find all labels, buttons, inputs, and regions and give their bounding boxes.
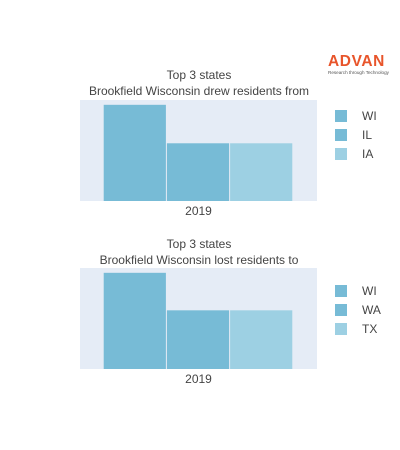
bar-wi[interactable] xyxy=(103,104,166,201)
legend-item[interactable]: WA xyxy=(335,303,395,317)
bar-wa[interactable] xyxy=(166,310,230,369)
chart-drew-residents: Top 3 states Brookfield Wisconsin drew r… xyxy=(0,66,400,218)
legend-swatch xyxy=(335,110,347,122)
legend-label: IA xyxy=(362,147,374,161)
advan-logo: ADVAN Research through Technology xyxy=(328,54,394,78)
legend-item[interactable]: IL xyxy=(335,128,395,142)
legend-swatch xyxy=(335,148,347,160)
legend-item[interactable]: IA xyxy=(335,147,395,161)
logo-tagline: Research through Technology xyxy=(328,70,389,75)
legend-label: TX xyxy=(362,322,378,336)
bar-il[interactable] xyxy=(166,143,230,201)
bar-tx[interactable] xyxy=(230,310,293,369)
legend-swatch xyxy=(335,285,347,297)
chart-title-line2: Brookfield Wisconsin drew residents from xyxy=(88,84,310,98)
legend-label: WI xyxy=(362,284,377,298)
chart-title-line1: Top 3 states xyxy=(166,68,232,82)
legend-item[interactable]: TX xyxy=(335,322,395,336)
chart-plot: 2019 xyxy=(80,100,317,218)
legend-item[interactable]: WI xyxy=(335,109,395,123)
x-tick-label: 2019 xyxy=(185,204,212,218)
legend-label: WA xyxy=(362,303,381,317)
logo-wordmark: ADVAN xyxy=(328,53,385,70)
chart-lost-residents: Top 3 states Brookfield Wisconsin lost r… xyxy=(0,235,400,386)
legend-swatch xyxy=(335,304,347,316)
legend-item[interactable]: WI xyxy=(335,284,395,298)
bar-wi[interactable] xyxy=(103,272,166,369)
legend-label: IL xyxy=(362,128,373,142)
legend-swatch xyxy=(335,129,347,141)
bar-ia[interactable] xyxy=(230,143,293,201)
chart-plot: 2019 xyxy=(80,268,317,386)
chart-title-line1: Top 3 states xyxy=(166,237,232,251)
legend-swatch xyxy=(335,323,347,335)
chart-title-line2: Brookfield Wisconsin lost residents to xyxy=(99,253,299,267)
x-tick-label: 2019 xyxy=(185,372,212,386)
legend-label: WI xyxy=(362,109,377,123)
